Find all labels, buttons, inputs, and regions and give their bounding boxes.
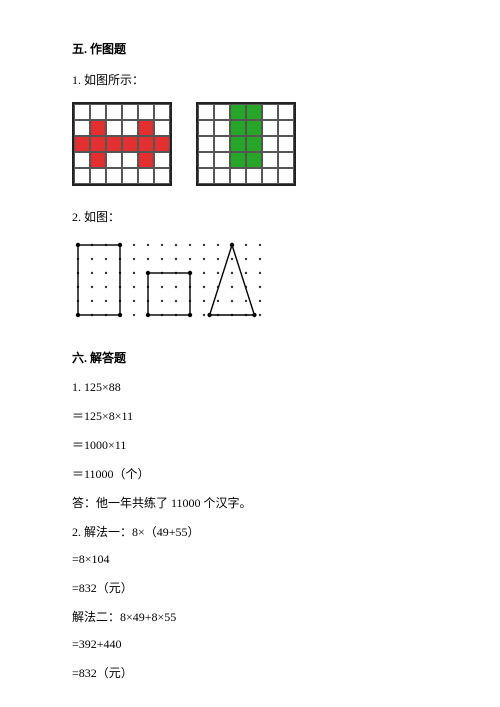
section6-heading: 六. 解答题 — [72, 349, 428, 366]
grid-cell — [246, 168, 262, 184]
grid-cell — [214, 152, 230, 168]
grid-cell — [138, 104, 154, 120]
grid-cell — [74, 168, 90, 184]
grid-cell — [106, 136, 122, 152]
grid-cell — [262, 168, 278, 184]
answer-line: ＝125×8×11 — [72, 407, 428, 424]
grid-cell — [122, 152, 138, 168]
grid-cell — [214, 168, 230, 184]
grid-cell — [154, 168, 170, 184]
grid-cell — [278, 168, 294, 184]
grid-cell — [278, 104, 294, 120]
grid-cell — [230, 152, 246, 168]
grid-cell — [198, 104, 214, 120]
grid-cell — [138, 136, 154, 152]
grid-cell — [138, 168, 154, 184]
answer-line: =832（元） — [72, 579, 428, 596]
answer-line: 1. 125×88 — [72, 380, 428, 395]
grid-cell — [214, 136, 230, 152]
grid-cell — [214, 104, 230, 120]
grid-cell — [138, 152, 154, 168]
grid-figures-row — [72, 102, 428, 186]
grid-cell — [278, 152, 294, 168]
grid-cell — [90, 152, 106, 168]
grid-cell — [106, 168, 122, 184]
grid-cell — [122, 104, 138, 120]
grid-cell — [90, 168, 106, 184]
grid-cell — [74, 120, 90, 136]
grid-cell — [198, 152, 214, 168]
grid-cell — [138, 120, 154, 136]
section6-lines: 1. 125×88 ＝125×8×11 ＝1000×11 ＝11000（个） 答：他一年… — [72, 380, 428, 681]
grid-cell — [198, 136, 214, 152]
grid-cell — [262, 136, 278, 152]
grid-cell — [74, 136, 90, 152]
grid-cell — [90, 104, 106, 120]
grid-cell — [230, 120, 246, 136]
grid-cell — [246, 136, 262, 152]
grid-cell — [246, 120, 262, 136]
grid-cell — [198, 120, 214, 136]
grid-cell — [154, 104, 170, 120]
grid-cell — [154, 120, 170, 136]
grid-cell — [106, 152, 122, 168]
grid-cell — [230, 104, 246, 120]
answer-line: 答：他一年共练了 11000 个汉字。 — [72, 494, 428, 511]
grid-cell — [230, 168, 246, 184]
grid-figure-1 — [72, 102, 172, 186]
grid-cell — [278, 136, 294, 152]
grid-cell — [106, 104, 122, 120]
answer-line: 解法二：8×49+8×55 — [72, 608, 428, 625]
grid-cell — [278, 120, 294, 136]
grid-cell — [122, 136, 138, 152]
grid-cell — [154, 136, 170, 152]
grid-cell — [262, 104, 278, 120]
q2-label: 2. 如图： — [72, 208, 428, 225]
answer-line: =392+440 — [72, 637, 428, 652]
q1-label: 1. 如图所示： — [72, 71, 428, 88]
answer-line: =832（元） — [72, 664, 428, 681]
grid-cell — [90, 120, 106, 136]
grid-cell — [90, 136, 106, 152]
answer-line: =8×104 — [72, 552, 428, 567]
grid-cell — [262, 120, 278, 136]
grid-figure-2 — [196, 102, 296, 186]
grid-cell — [122, 120, 138, 136]
grid-cell — [214, 120, 230, 136]
grid-cell — [74, 152, 90, 168]
grid-cell — [246, 152, 262, 168]
answer-line: ＝1000×11 — [72, 436, 428, 453]
grid-cell — [198, 168, 214, 184]
grid-cell — [106, 120, 122, 136]
grid-cell — [122, 168, 138, 184]
grid-cell — [154, 152, 170, 168]
answer-line: ＝11000（个） — [72, 465, 428, 482]
grid-cell — [262, 152, 278, 168]
dots-shapes-figure — [72, 239, 428, 325]
grid-cell — [74, 104, 90, 120]
grid-cell — [246, 104, 262, 120]
answer-line: 2. 解法一：8×（49+55） — [72, 523, 428, 540]
section5-heading: 五. 作图题 — [72, 40, 428, 57]
grid-cell — [230, 136, 246, 152]
